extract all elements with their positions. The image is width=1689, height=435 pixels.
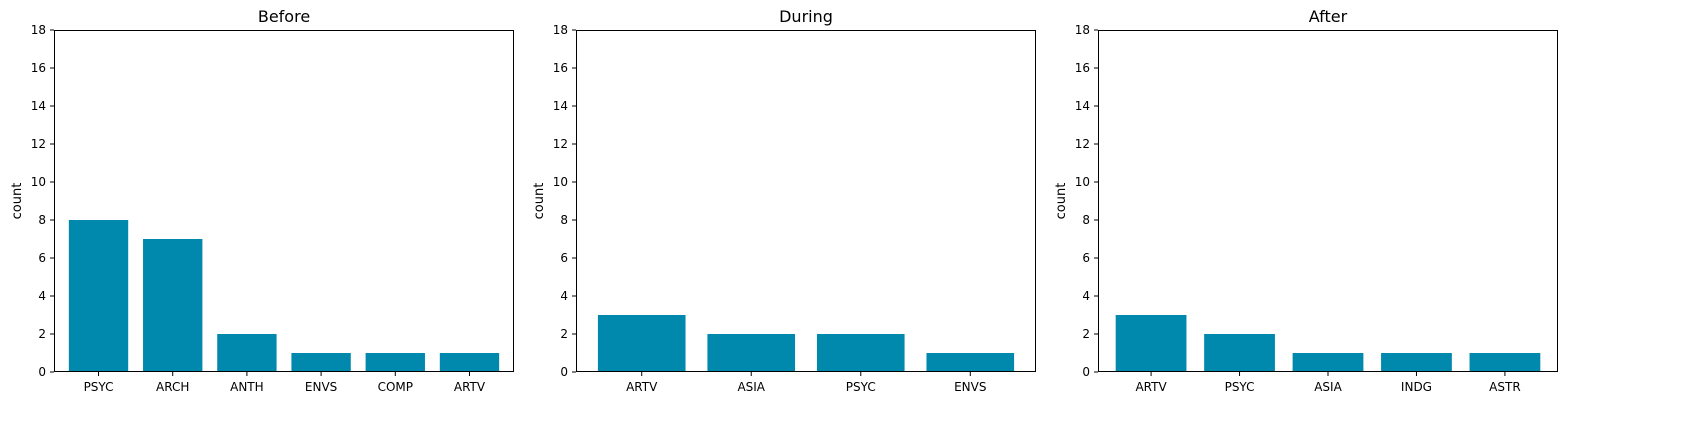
y-axis-label: count [532,183,547,220]
x-tick-label: ARTV [626,380,658,394]
y-tick-label: 6 [560,251,568,265]
y-tick-label: 4 [560,289,568,303]
x-tick-label: ASIA [737,380,765,394]
x-tick-label: ENVS [954,380,986,394]
x-tick-label: PSYC [846,380,876,394]
x-tick-label: PSYC [1225,380,1255,394]
bar-comp [365,353,425,372]
bar-astr [1469,353,1541,372]
bar-indg [1381,353,1452,372]
y-tick-label: 0 [560,365,568,379]
bar-artv [439,353,500,372]
y-tick-label: 6 [38,251,46,265]
y-tick-label: 16 [553,61,568,75]
bar-envs [926,353,1015,372]
y-tick-label: 8 [1082,213,1090,227]
bar-envs [291,353,351,372]
y-tick-label: 12 [1075,137,1090,151]
y-tick-label: 2 [38,327,46,341]
y-tick-label: 18 [553,23,568,37]
x-tick-label: PSYC [84,380,114,394]
x-tick-label: INDG [1401,380,1432,394]
panel-after: After count 0 2 4 6 8 10 12 14 16 18 ARTV PSYC ASIA I… [1054,7,1558,394]
x-tick-label: ASTR [1489,380,1521,394]
y-tick-label: 10 [1075,175,1090,189]
axes-frame [54,30,514,372]
y-tick-label: 8 [38,213,46,227]
y-tick-label: 18 [1075,23,1090,37]
y-tick-label: 0 [38,365,46,379]
y-axis-label: count [10,183,25,220]
panel-during: During count 0 2 4 6 8 10 12 14 16 18 ARTV ASIA PSYC… [532,7,1036,394]
y-tick-label: 4 [1082,289,1090,303]
y-tick-label: 10 [553,175,568,189]
y-tick-label: 16 [1075,61,1090,75]
y-tick-label: 14 [1075,99,1090,113]
y-tick-label: 18 [31,23,46,37]
x-tick-label: COMP [378,380,413,394]
y-tick-label: 14 [31,99,46,113]
axes-frame [1098,30,1558,372]
chart-title: After [1309,7,1348,26]
y-tick-label: 4 [38,289,46,303]
y-tick-label: 12 [553,137,568,151]
bar-anth [217,334,277,372]
y-tick-label: 2 [1082,327,1090,341]
x-tick-label: ENVS [305,380,337,394]
y-axis-label: count [1054,183,1069,220]
x-tick-label: ARCH [156,380,189,394]
bar-arch [143,239,203,372]
bar-asia [707,334,796,372]
x-tick-label: ARTV [454,380,486,394]
bar-psyc [68,220,129,372]
chart-title: Before [258,7,310,26]
x-tick-label: ASIA [1314,380,1342,394]
y-tick-label: 0 [1082,365,1090,379]
bar-psyc [816,334,905,372]
y-tick-label: 12 [31,137,46,151]
bar-artv [597,315,686,372]
bar-asia [1292,353,1364,372]
y-tick-label: 6 [1082,251,1090,265]
bar-artv [1115,315,1187,372]
y-tick-label: 8 [560,213,568,227]
panel-before: Before count 0 2 4 6 8 10 12 14 16 18 PSYC ARCH ANTH… [10,7,514,394]
y-tick-label: 2 [560,327,568,341]
x-tick-label: ARTV [1135,380,1167,394]
y-tick-label: 14 [553,99,568,113]
axes-frame [576,30,1036,372]
y-tick-label: 10 [31,175,46,189]
y-tick-label: 16 [31,61,46,75]
chart-title: During [779,7,833,26]
x-tick-label: ANTH [230,380,264,394]
bar-psyc [1204,334,1275,372]
